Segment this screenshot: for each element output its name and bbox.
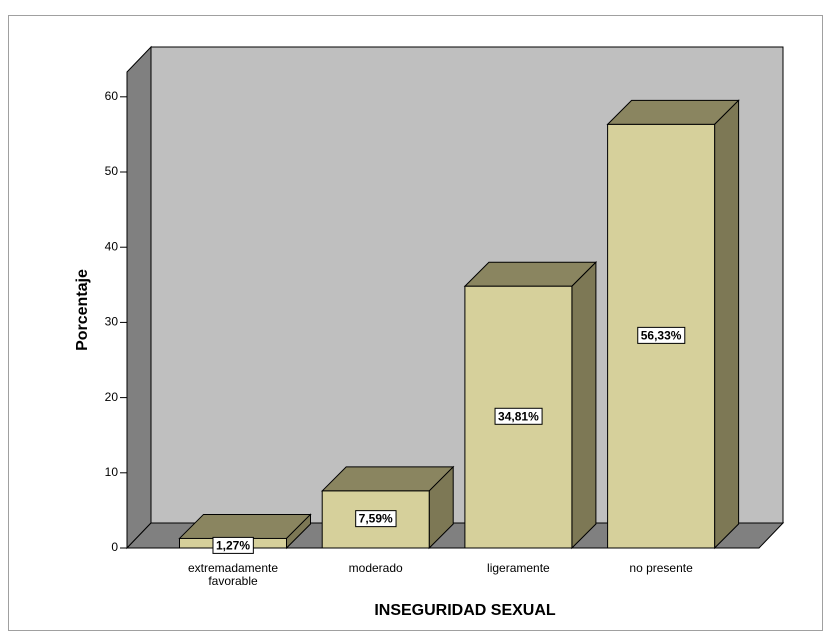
x-tick-label: extremadamente favorable [187,561,279,588]
value-label-box [355,510,397,528]
bar-side [714,99,740,550]
y-tick-label: 20 [105,390,119,404]
x-tick-label: no presente [629,561,693,575]
y-tick-label: 10 [105,465,119,479]
x-tick-label: ligeramente [487,561,550,575]
value-label: 56,33% [641,328,682,342]
y-tick-label: 60 [105,89,119,103]
value-label: 7,59% [359,512,393,526]
x-axis-title: INSEGURIDAD SEXUAL [374,602,556,619]
value-label-box [494,407,543,425]
y-tick-label: 40 [105,239,119,253]
y-tick-label: 30 [105,315,119,329]
y-tick-label: 0 [111,540,118,554]
side-wall [126,45,152,550]
y-tick-label: 50 [105,164,119,178]
bar-side [571,261,597,550]
value-label-box [637,326,686,344]
x-tick-label: moderado [348,561,403,575]
value-label: 34,81% [498,409,539,423]
value-label-box [212,536,254,554]
y-axis-title: Porcentaje [74,269,91,351]
value-label: 1,27% [216,538,250,552]
